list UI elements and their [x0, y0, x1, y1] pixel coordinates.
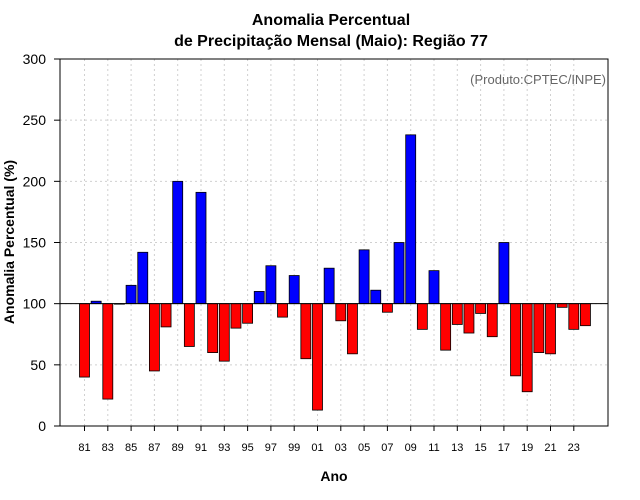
bar-1990 [183, 303, 195, 347]
bar-2024 [580, 303, 591, 327]
chart-title-line1: Anomalia Percentual [252, 12, 410, 29]
bar-2006 [370, 289, 382, 305]
y-tick-label: 300 [23, 51, 47, 67]
bar-2020 [533, 303, 545, 353]
bar-1983 [102, 303, 114, 400]
bar-2009 [405, 134, 417, 305]
x-tick-label: 09 [405, 442, 417, 454]
y-tick-label: 150 [23, 235, 47, 251]
x-tick-label: 15 [474, 442, 486, 454]
bar-2011 [428, 270, 440, 305]
x-tick-label: 17 [498, 442, 510, 454]
bar-1986 [137, 251, 149, 305]
bar-1998 [277, 303, 288, 318]
bar-2013 [451, 303, 463, 325]
bar-2016 [486, 303, 498, 338]
bar-1995 [242, 303, 254, 324]
x-tick-label: 13 [451, 442, 463, 454]
bar-2015 [475, 303, 487, 314]
bar-2008 [393, 242, 405, 305]
y-tick-label: 0 [38, 418, 46, 434]
x-tick-label: 91 [195, 442, 207, 454]
bar-2001 [312, 303, 323, 411]
x-tick-label: 07 [381, 442, 393, 454]
x-tick-label: 89 [172, 442, 184, 454]
bar-2010 [416, 303, 428, 330]
y-axis: 0 50 100 150 200 250 300 [23, 51, 60, 434]
y-axis-label: Anomalia Percentual (%) [1, 160, 17, 324]
x-tick-label: 19 [521, 442, 533, 454]
bar-1981 [79, 303, 90, 378]
x-tick-label: 93 [218, 442, 230, 454]
bar-2003 [335, 303, 347, 322]
credit-text: (Produto:CPTEC/INPE) [470, 72, 606, 87]
bar-2005 [358, 249, 370, 305]
bar-2012 [440, 303, 452, 351]
bar-2017 [498, 242, 510, 305]
x-axis: 81 83 85 87 89 91 93 95 97 99 01 03 05 07 09 11 13 15 17 19… [78, 426, 580, 454]
x-tick-label: 21 [544, 442, 556, 454]
bar-2021 [545, 303, 556, 355]
bar-1993 [218, 303, 230, 362]
bar-2014 [463, 303, 475, 334]
y-tick-label: 100 [23, 296, 47, 312]
bar-1992 [207, 303, 219, 353]
x-tick-label: 97 [265, 442, 277, 454]
bars [79, 134, 591, 411]
bar-1989 [172, 180, 184, 305]
x-tick-label: 99 [288, 442, 300, 454]
bar-1991 [195, 191, 207, 305]
bar-2022 [556, 303, 568, 308]
bar-1987 [148, 303, 160, 372]
bar-1997 [265, 265, 277, 305]
bar-1988 [160, 303, 172, 328]
bar-1996 [253, 291, 265, 305]
bar-2019 [521, 303, 533, 393]
bar-2004 [347, 303, 358, 355]
x-tick-label: 23 [568, 442, 580, 454]
x-tick-label: 05 [358, 442, 370, 454]
y-tick-label: 250 [23, 112, 47, 128]
x-tick-label: 83 [102, 442, 114, 454]
x-tick-label: 85 [125, 442, 137, 454]
bar-1994 [230, 303, 242, 329]
chart-title-line2: de Precipitação Mensal (Maio): Região 77 [174, 33, 488, 50]
bar-2000 [300, 303, 312, 360]
bar-2023 [568, 303, 580, 330]
bar-1985 [125, 284, 137, 305]
x-tick-label: 03 [335, 442, 347, 454]
bar-1999 [288, 275, 300, 305]
x-tick-label: 81 [78, 442, 90, 454]
bar-2007 [381, 303, 393, 313]
y-tick-label: 200 [23, 173, 47, 189]
x-axis-label: Ano [320, 468, 347, 484]
x-tick-label: 01 [311, 442, 323, 454]
bar-2018 [510, 303, 521, 377]
x-tick-label: 95 [241, 442, 253, 454]
y-tick-label: 50 [30, 357, 46, 373]
x-tick-label: 11 [428, 442, 439, 454]
x-tick-label: 87 [148, 442, 160, 454]
bar-2002 [323, 267, 335, 305]
